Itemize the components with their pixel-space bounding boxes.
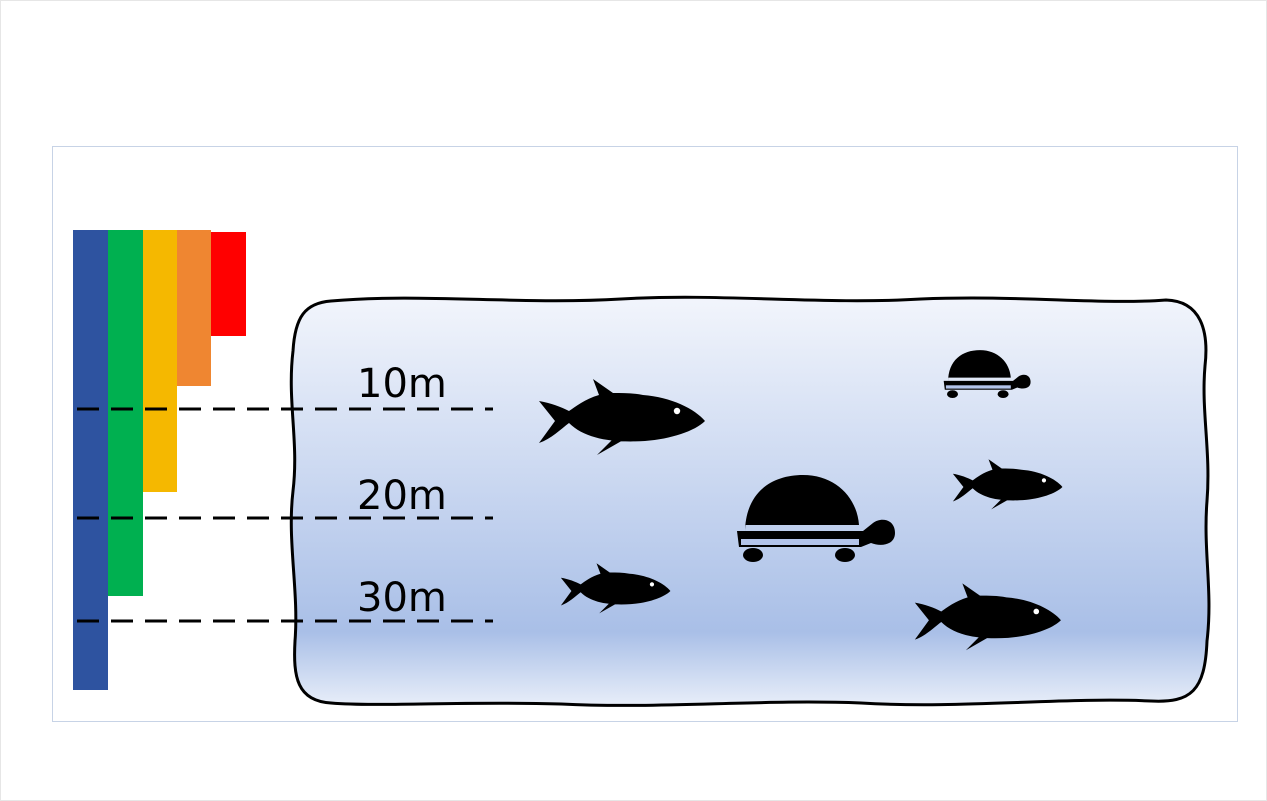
blue-light-bar [73, 230, 108, 690]
depth-lines [77, 407, 493, 623]
yellow-light-bar [143, 230, 177, 492]
depth-label-20m: 20m [357, 473, 447, 519]
red-light-bar [211, 232, 246, 336]
slide-canvas: 10m 20m 30m [52, 146, 1238, 722]
depth-label-30m: 30m [357, 575, 447, 621]
light-bars [73, 230, 246, 690]
light-penetration-diagram: 10m 20m 30m [73, 230, 1211, 707]
depth-label-10m: 10m [357, 361, 447, 407]
green-light-bar [108, 230, 143, 596]
orange-light-bar [177, 230, 211, 386]
